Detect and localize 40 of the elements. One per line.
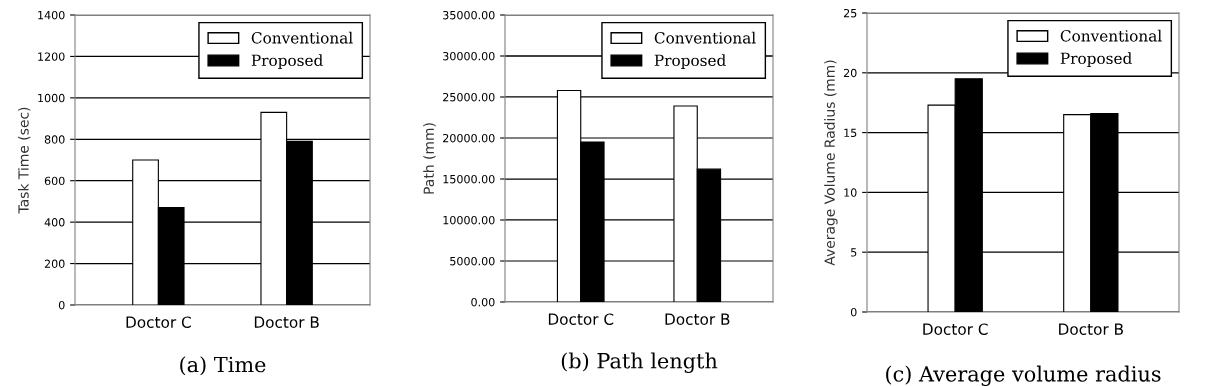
y-tick-label: 0.00 <box>471 297 495 307</box>
y-tick-label: 15 <box>844 128 857 137</box>
x-tick-label: Doctor B <box>254 316 319 328</box>
y-tick-label: 25000.00 <box>443 92 495 102</box>
y-tick-label: 600 <box>44 176 65 186</box>
y-tick-label: 800 <box>44 135 65 144</box>
y-tick-label: 20000.00 <box>443 133 495 143</box>
y-tick-label: 1400 <box>38 10 65 20</box>
legend-label: Proposed <box>251 54 323 70</box>
legend-label: Proposed <box>1060 52 1132 68</box>
y-tick-label: 0 <box>850 307 857 317</box>
text: (a) Time <box>180 356 266 376</box>
legend-label: Conventional <box>1060 29 1162 42</box>
y-tick-label: 35000.00 <box>443 10 495 20</box>
y-axis-title: Task Time (sec) <box>18 107 31 214</box>
y-tick-label: 20 <box>843 68 857 78</box>
x-tick-label: Doctor C <box>923 323 988 335</box>
x-tick-label: Doctor B <box>1059 323 1123 335</box>
y-tick-label: 200 <box>44 259 65 268</box>
y-tick-label: 400 <box>44 218 65 227</box>
y-axis-title: Average Volume Radius (mm) <box>824 60 838 266</box>
y-tick-label: 5000.00 <box>450 256 495 266</box>
legend-label: Conventional <box>654 31 756 44</box>
y-tick-label: 10000.00 <box>443 215 495 225</box>
y-axis-title: Path (mm) <box>423 123 436 194</box>
x-tick-label: Doctor C <box>126 316 191 328</box>
y-tick-label: 25 <box>843 8 857 18</box>
y-tick-label: 30000.00 <box>443 51 495 61</box>
y-tick-label: 10 <box>844 188 857 197</box>
y-tick-label: 0 <box>58 300 65 310</box>
x-tick-label: Doctor C <box>548 313 614 325</box>
legend-label: Conventional <box>251 31 353 44</box>
x-tick-label: Doctor B <box>665 313 730 325</box>
text: (b) Path length <box>561 352 718 373</box>
y-tick-label: 1200 <box>38 52 65 61</box>
y-tick-label: 15000.00 <box>443 174 495 184</box>
y-tick-label: 1000 <box>38 93 65 103</box>
legend-label: Proposed <box>654 54 726 70</box>
y-tick-label: 5 <box>851 248 857 257</box>
text: (c) Average volume radius <box>886 365 1161 386</box>
